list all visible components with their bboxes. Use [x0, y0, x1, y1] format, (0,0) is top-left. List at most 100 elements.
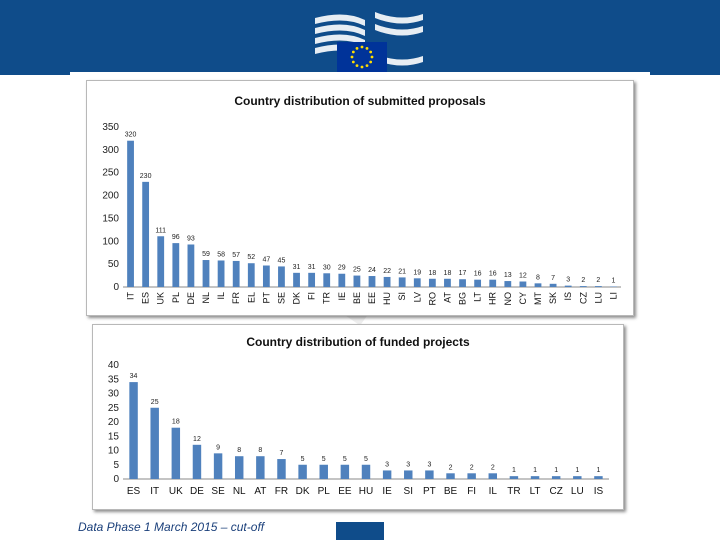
submitted-proposals-chart: Country distribution of submitted propos…: [86, 80, 634, 316]
bar: [213, 453, 223, 479]
data-label: 7: [280, 450, 284, 457]
bar: [594, 476, 603, 479]
x-tick-label: IT: [126, 291, 136, 300]
x-tick-label: IT: [150, 486, 159, 497]
bar: [444, 278, 451, 287]
bar: [308, 272, 316, 287]
y-tick-label: 150: [102, 213, 119, 224]
data-label: 1: [596, 467, 600, 474]
data-label: 25: [151, 399, 159, 406]
x-tick-label: TR: [322, 292, 332, 304]
x-tick-label: DK: [292, 292, 302, 305]
x-tick-label: CZ: [578, 292, 588, 304]
data-label: 111: [155, 227, 166, 234]
eu-star-icon: [370, 55, 374, 59]
bar: [534, 283, 542, 287]
bar: [319, 464, 328, 479]
x-tick-label: SE: [276, 292, 286, 304]
bar: [361, 464, 371, 479]
data-label: 7: [551, 275, 555, 282]
bar: [488, 473, 498, 479]
y-tick-label: 20: [108, 417, 120, 428]
x-tick-label: DE: [190, 486, 204, 497]
data-label: 5: [343, 456, 347, 463]
data-label: 16: [489, 271, 497, 278]
funded-projects-chart: Country distribution of funded projects 0…: [92, 324, 624, 510]
data-label: 19: [413, 269, 421, 276]
x-tick-label: LU: [571, 486, 584, 497]
data-label: 3: [566, 277, 570, 284]
bar: [142, 181, 150, 287]
bar: [338, 273, 346, 287]
x-tick-label: PT: [261, 292, 271, 304]
x-tick-label: LI: [608, 292, 618, 300]
x-tick-label: HU: [382, 292, 392, 305]
y-tick-label: 15: [108, 431, 120, 442]
data-label: 5: [301, 456, 305, 463]
x-tick-label: UK: [156, 292, 166, 305]
x-tick-label: IL: [489, 486, 498, 497]
x-tick-label: LU: [593, 292, 603, 304]
y-tick-label: 350: [102, 122, 119, 133]
eu-star-icon: [360, 65, 364, 69]
x-tick-label: BE: [352, 292, 362, 304]
data-label: 96: [172, 234, 180, 241]
data-label: 22: [383, 268, 391, 275]
bar: [171, 427, 181, 479]
x-tick-label: FI: [307, 292, 317, 300]
bar: [519, 281, 527, 287]
data-label: 18: [444, 270, 452, 277]
funded-projects-plot: Country distribution of funded projects 0…: [108, 335, 609, 497]
data-label: 3: [406, 461, 410, 468]
x-tick-label: CZ: [550, 486, 563, 497]
x-tick-label: FI: [467, 486, 476, 497]
bar: [382, 470, 392, 479]
x-tick-label: LV: [412, 292, 422, 302]
data-label: 3: [385, 461, 389, 468]
bar: [549, 283, 557, 287]
eu-star-icon: [355, 64, 359, 68]
x-tick-label: PL: [318, 486, 331, 497]
x-tick-label: ES: [127, 486, 141, 497]
data-label: 5: [364, 456, 368, 463]
x-tick-label: PL: [171, 292, 181, 303]
x-tick-label: SI: [397, 292, 407, 301]
bar: [474, 279, 482, 287]
bar: [368, 276, 376, 287]
bar: [234, 456, 244, 479]
bar: [340, 464, 350, 479]
x-tick-label: UK: [169, 486, 183, 497]
data-label: 18: [172, 419, 180, 426]
data-label: 320: [125, 132, 137, 139]
data-label: 2: [449, 464, 453, 471]
header-rule: [70, 72, 650, 75]
y-tick-label: 40: [108, 360, 120, 371]
y-tick-label: 25: [108, 403, 120, 414]
x-tick-label: DE: [186, 292, 196, 305]
x-tick-label: LT: [473, 292, 483, 302]
bar: [262, 265, 270, 287]
x-tick-label: SI: [404, 486, 413, 497]
bar: [404, 470, 413, 479]
data-label: 1: [554, 467, 558, 474]
x-tick-label: CY: [518, 292, 528, 305]
data-label: 59: [202, 251, 210, 258]
bar: [579, 286, 587, 287]
data-label: 1: [612, 278, 616, 285]
x-tick-label: IE: [382, 486, 392, 497]
y-tick-label: 50: [108, 259, 120, 270]
x-tick-label: TR: [507, 486, 520, 497]
bar: [256, 456, 265, 479]
bar: [293, 272, 300, 287]
bar: [157, 236, 165, 287]
x-tick-label: IS: [563, 292, 573, 301]
footer-box: [336, 522, 384, 540]
bar: [298, 464, 307, 479]
data-label: 8: [536, 274, 540, 281]
bar: [383, 276, 391, 287]
eu-star-icon: [360, 45, 364, 49]
x-tick-label: SE: [211, 486, 225, 497]
y-tick-label: 5: [113, 460, 119, 471]
data-label: 2: [581, 277, 585, 284]
bar: [192, 444, 202, 479]
